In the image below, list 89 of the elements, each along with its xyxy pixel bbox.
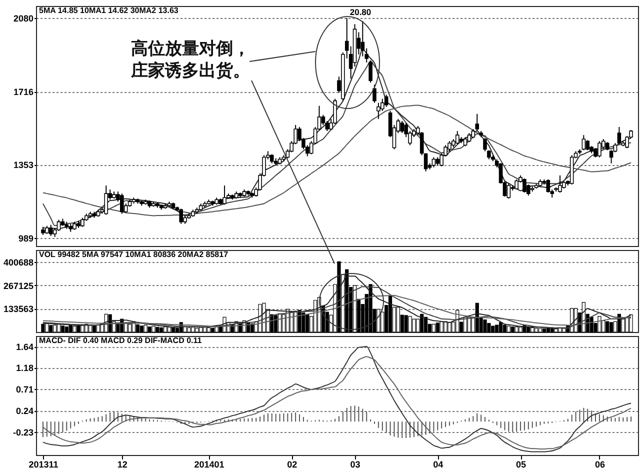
- candlestick: [179, 208, 184, 224]
- y-tick-label: 0.71: [16, 384, 34, 395]
- x-tick-label: 06: [594, 460, 605, 468]
- candlestick: [400, 120, 404, 134]
- bar: [487, 322, 491, 332]
- annotation: 20.80: [350, 7, 372, 18]
- y-tick-label: 400688: [3, 258, 34, 268]
- bar: [606, 321, 610, 332]
- line-series: [42, 276, 632, 329]
- line-series: [42, 294, 632, 327]
- bar: [542, 328, 546, 332]
- bar: [498, 322, 503, 332]
- candlestick: [372, 84, 376, 104]
- y-tick-label: 2080: [13, 14, 34, 24]
- bar: [92, 326, 96, 332]
- x-tick-label: 02: [287, 460, 298, 468]
- bar: [148, 326, 152, 332]
- x-tick-label: 12: [117, 460, 128, 468]
- candlestick: [598, 140, 602, 158]
- y-tick-label: 133563: [3, 304, 34, 314]
- candlestick: [463, 136, 468, 147]
- bar: [495, 324, 499, 332]
- chart-title: MACD- DIF 0.40 MACD 0.29 DIF-MACD 0.11: [39, 336, 202, 345]
- candlestick: [617, 126, 622, 145]
- y-tick-label: 1.18: [16, 363, 34, 374]
- bar: [491, 326, 495, 332]
- bar: [306, 314, 310, 332]
- bar: [49, 325, 53, 332]
- candlestick: [514, 178, 518, 190]
- candlestick: [522, 178, 526, 194]
- candlestick: [270, 154, 274, 164]
- y-tick-label: 1353: [13, 160, 34, 170]
- bar: [345, 269, 349, 332]
- bar: [64, 326, 68, 332]
- candlestick: [582, 134, 586, 151]
- annotation: 高位放量对倒，: [131, 39, 250, 58]
- x-tick-label: 05: [516, 460, 526, 468]
- bar: [136, 324, 140, 332]
- bar: [337, 261, 341, 332]
- candlestick: [586, 140, 590, 151]
- bar: [274, 315, 278, 332]
- bar: [404, 315, 408, 332]
- chart-title: 5MA 14.85 10MA1 14.62 30MA2 13.63: [39, 6, 179, 15]
- bar: [60, 326, 65, 332]
- candlestick: [48, 224, 53, 236]
- x-tick-label: 201311: [28, 460, 58, 468]
- y-tick-label: 1716: [13, 87, 34, 98]
- candlestick: [487, 150, 491, 160]
- x-tick-label: 04: [433, 460, 444, 468]
- x-tick-label: 201401: [194, 460, 224, 468]
- annotation: 庄家诱多出货。: [130, 61, 250, 80]
- candlestick: [104, 184, 108, 216]
- y-tick-label: 267125: [3, 280, 34, 291]
- bar: [210, 328, 214, 332]
- bar: [156, 326, 160, 332]
- y-tick-label: 989: [18, 234, 34, 244]
- bar: [140, 326, 144, 332]
- bar: [424, 316, 428, 332]
- y-tick-label: 1.64: [16, 342, 34, 352]
- bar: [388, 296, 392, 332]
- candlestick: [455, 130, 460, 145]
- y-tick-label: 0.24: [16, 406, 34, 416]
- bar: [160, 327, 164, 332]
- bar: [41, 324, 45, 332]
- candlestick: [384, 94, 388, 108]
- candlestick: [558, 174, 562, 194]
- bar: [368, 284, 372, 332]
- bar: [436, 322, 440, 332]
- bar: [590, 316, 594, 332]
- bar: [76, 325, 80, 332]
- bar: [502, 324, 507, 332]
- x-tick-label: 03: [350, 460, 360, 468]
- candlestick: [483, 138, 487, 152]
- y-tick-label: -0.23: [12, 428, 34, 438]
- bar: [302, 312, 306, 332]
- bar: [420, 314, 424, 332]
- bar: [510, 326, 514, 332]
- candlestick: [467, 132, 472, 143]
- candlestick: [506, 182, 511, 200]
- candlestick: [546, 178, 550, 194]
- bar: [609, 322, 614, 332]
- bar: [171, 328, 176, 332]
- chart-title: VOL 99482 5MA 97547 10MA1 80836 20MA2 85817: [39, 250, 229, 259]
- candlestick: [120, 193, 124, 214]
- candlestick: [222, 184, 226, 206]
- bar: [475, 302, 479, 332]
- candlestick: [376, 102, 380, 120]
- bar: [483, 319, 487, 332]
- candlestick: [80, 217, 84, 228]
